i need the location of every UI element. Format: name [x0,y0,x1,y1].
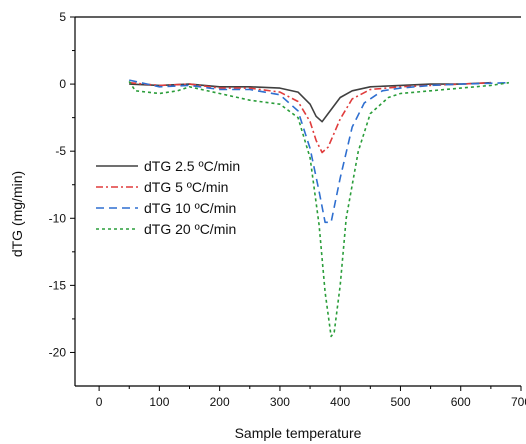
y-tick-label: -20 [49,345,67,359]
legend: dTG 2.5 ºC/min dTG 5 ºC/min dTG 10 ºC/min d… [90,152,282,246]
x-tick-label: 700 [511,395,526,409]
x-tick-label: 400 [330,395,350,409]
series-line-4 [128,80,510,338]
legend-label-2: dTG 5 ºC/min [144,179,228,195]
y-axis-title: dTG (mg/min) [9,171,25,257]
y-tick-label: -5 [55,144,66,158]
legend-box [90,152,282,246]
series-line-1 [129,81,491,123]
x-tick-label: 600 [451,395,471,409]
y-tick-label: -10 [49,211,67,225]
series-line-3 [129,79,509,224]
data-series [128,79,510,338]
y-tick-label: -15 [49,278,67,292]
x-tick-label: 200 [210,395,230,409]
legend-label-1: dTG 2.5 ºC/min [144,158,240,174]
legend-label-3: dTG 10 ºC/min [144,200,236,216]
x-axis-title: Sample temperature [235,425,362,441]
series-line-2 [129,81,491,154]
ticks: 5 0 -5 -10 -15 -20 0 100 200 300 400 500 600 700 [49,10,526,409]
y-tick-label: 0 [59,77,66,91]
x-tick-label: 0 [96,395,103,409]
x-tick-label: 300 [270,395,290,409]
legend-label-4: dTG 20 ºC/min [144,221,236,237]
axes [74,16,521,387]
y-tick-label: 5 [59,10,66,24]
x-tick-label: 500 [390,395,410,409]
x-tick-label: 100 [149,395,169,409]
